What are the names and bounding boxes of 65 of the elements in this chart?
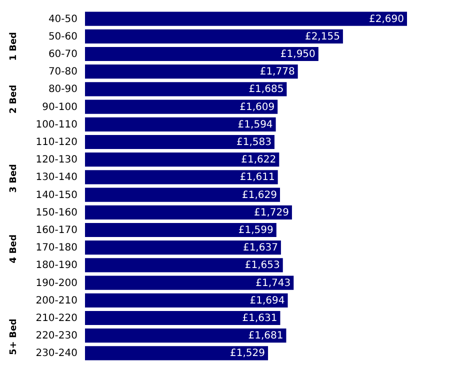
data-label: £1,653: [244, 260, 280, 272]
y-tick-label: 100-110: [36, 119, 78, 130]
data-label: £1,729: [254, 207, 289, 218]
data-label: £1,631: [242, 313, 278, 324]
bar: [85, 222, 276, 238]
data-label: £1,609: [240, 102, 275, 113]
y-tick-label: 180-190: [36, 260, 78, 272]
text: 4 Bed: [9, 234, 19, 264]
data-label: £2,690: [369, 14, 404, 25]
data-label: £1,594: [238, 119, 273, 130]
y-tick-label: 200-210: [36, 295, 78, 306]
y-tick-label: 60-70: [48, 49, 78, 60]
bar: [85, 82, 287, 96]
bar: [85, 310, 280, 326]
y-tick-label: 90-100: [42, 102, 78, 113]
data-label: £1,611: [240, 172, 275, 184]
y-tick-label: 80-90: [48, 84, 78, 96]
data-label: £2,155: [304, 31, 340, 42]
bar: [85, 205, 292, 220]
bar: [85, 100, 278, 114]
data-label: £1,629: [242, 190, 277, 201]
bar: [85, 170, 278, 184]
bar: [85, 293, 288, 308]
data-label: £1,743: [256, 278, 291, 289]
y-tick-label: 170-180: [36, 242, 78, 254]
data-label: £1,637: [242, 242, 278, 254]
y-tick-label: 70-80: [48, 66, 78, 78]
y-tick-label: 150-160: [36, 207, 78, 218]
y-tick-label: 110-120: [36, 137, 78, 148]
data-label: £1,599: [238, 225, 274, 236]
data-label: £1,583: [236, 137, 272, 148]
y-tick-label: 230-240: [36, 348, 78, 360]
y-tick-label: 210-220: [36, 313, 78, 324]
text: 5+ Bed: [9, 318, 19, 355]
text: 2 Bed: [9, 84, 19, 114]
data-label: £1,685: [248, 84, 284, 96]
y-tick-label: 140-150: [36, 190, 78, 201]
data-label: £1,622: [241, 154, 276, 166]
bar: [85, 64, 298, 79]
bar: [85, 346, 268, 360]
bar: [85, 258, 283, 272]
bar: [85, 29, 343, 44]
y-tick-label: 220-230: [36, 330, 78, 342]
y-tick-label: 120-130: [36, 154, 78, 166]
bar: [85, 240, 281, 255]
y-tick-label: 50-60: [48, 31, 78, 42]
data-label: £1,694: [250, 295, 285, 306]
data-label: £1,950: [280, 49, 316, 60]
bar: [85, 134, 274, 150]
data-label: £1,529: [230, 348, 266, 360]
bar: [85, 328, 286, 343]
bar: [85, 188, 280, 202]
bar: [85, 12, 407, 26]
bar: [85, 117, 276, 132]
y-tick-label: 130-140: [36, 172, 78, 184]
data-label: £1,681: [248, 330, 284, 342]
y-tick-label: 160-170: [36, 225, 78, 236]
bar: [85, 152, 280, 167]
y-tick-label: 190-200: [36, 278, 78, 289]
y-tick-label: 40-50: [48, 14, 78, 25]
text: 3 Bed: [9, 164, 19, 193]
data-label: £1,778: [260, 66, 295, 78]
bar: [85, 46, 318, 62]
text: 1 Bed: [9, 32, 19, 61]
bar: [85, 276, 294, 290]
